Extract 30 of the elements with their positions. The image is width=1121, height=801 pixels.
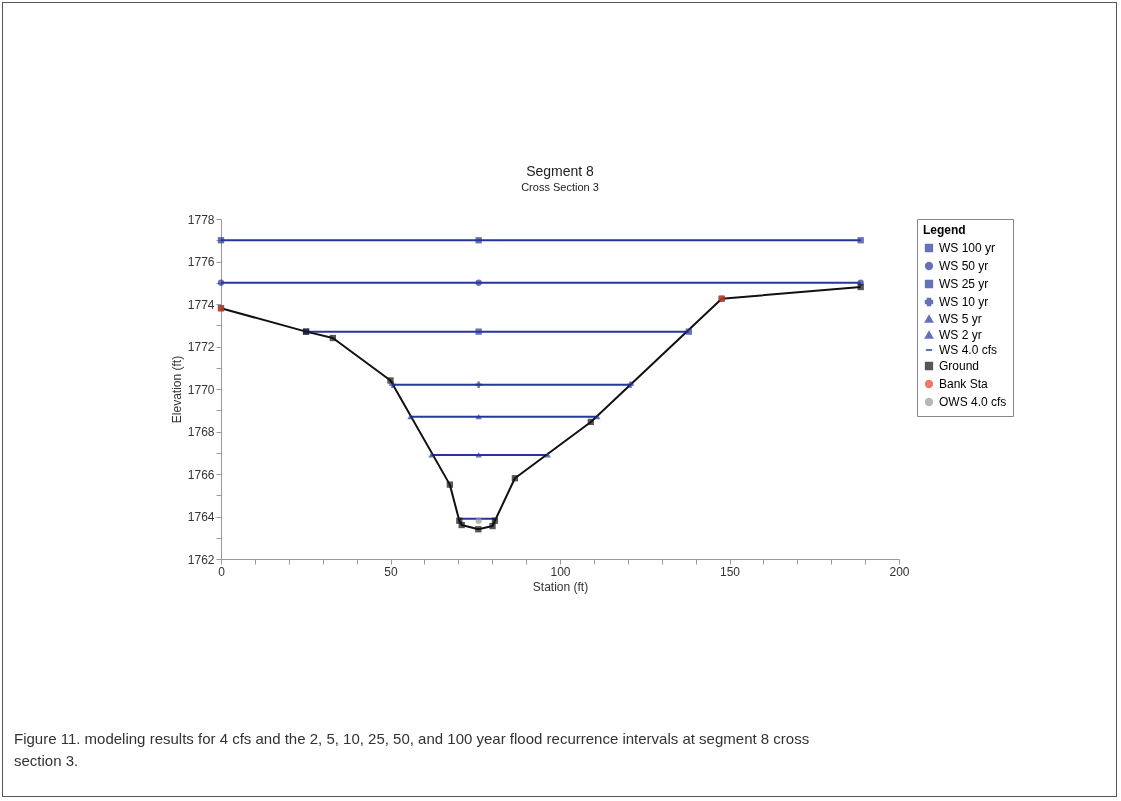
legend-label: WS 100 yr <box>939 241 996 255</box>
x-tick-label: 150 <box>719 564 741 579</box>
legend-label: Bank Sta <box>939 377 989 391</box>
x-tick-label: 0 <box>218 564 226 579</box>
legend-label: WS 25 yr <box>939 277 989 291</box>
y-tick-label: 1778 <box>187 212 215 227</box>
legend-label: WS 10 yr <box>939 295 989 309</box>
y-tick-label: 1766 <box>187 467 215 482</box>
legend-label: WS 2 yr <box>939 328 982 342</box>
y-tick-label: 1764 <box>187 510 215 524</box>
legend-label: WS 50 yr <box>939 259 989 273</box>
y-tick-label: 1776 <box>187 255 215 269</box>
legend-title: Legend <box>923 223 966 237</box>
y-tick-label: 1772 <box>187 340 215 354</box>
x-tick-label: 200 <box>889 564 910 579</box>
legend-label: OWS 4.0 cfs <box>939 395 1007 409</box>
x-tick-label: 50 <box>384 564 398 579</box>
y-tick-label: 1768 <box>187 425 215 439</box>
caption: Figure 11. modeling results for 4 cfs and the 2, 5, 10, 25, 50, and 100 year flood recurrence intervals at segment 8 cross section 3. <box>14 729 811 771</box>
x-axis-title: Station (ft) <box>532 579 589 594</box>
chart-title: Segment 8 <box>526 163 595 179</box>
chart-subtitle: Cross Section 3 <box>521 181 599 193</box>
y-tick-label: 1762 <box>187 552 215 567</box>
legend-label: WS 5 yr <box>939 312 982 326</box>
y-axis-title: Elevation (ft) <box>169 355 184 424</box>
legend-label: WS 4.0 cfs <box>939 343 998 357</box>
y-tick-label: 1770 <box>187 382 215 397</box>
x-tick-label: 100 <box>550 564 571 579</box>
y-tick-label: 1774 <box>187 297 215 312</box>
legend-label: Ground <box>939 359 980 373</box>
